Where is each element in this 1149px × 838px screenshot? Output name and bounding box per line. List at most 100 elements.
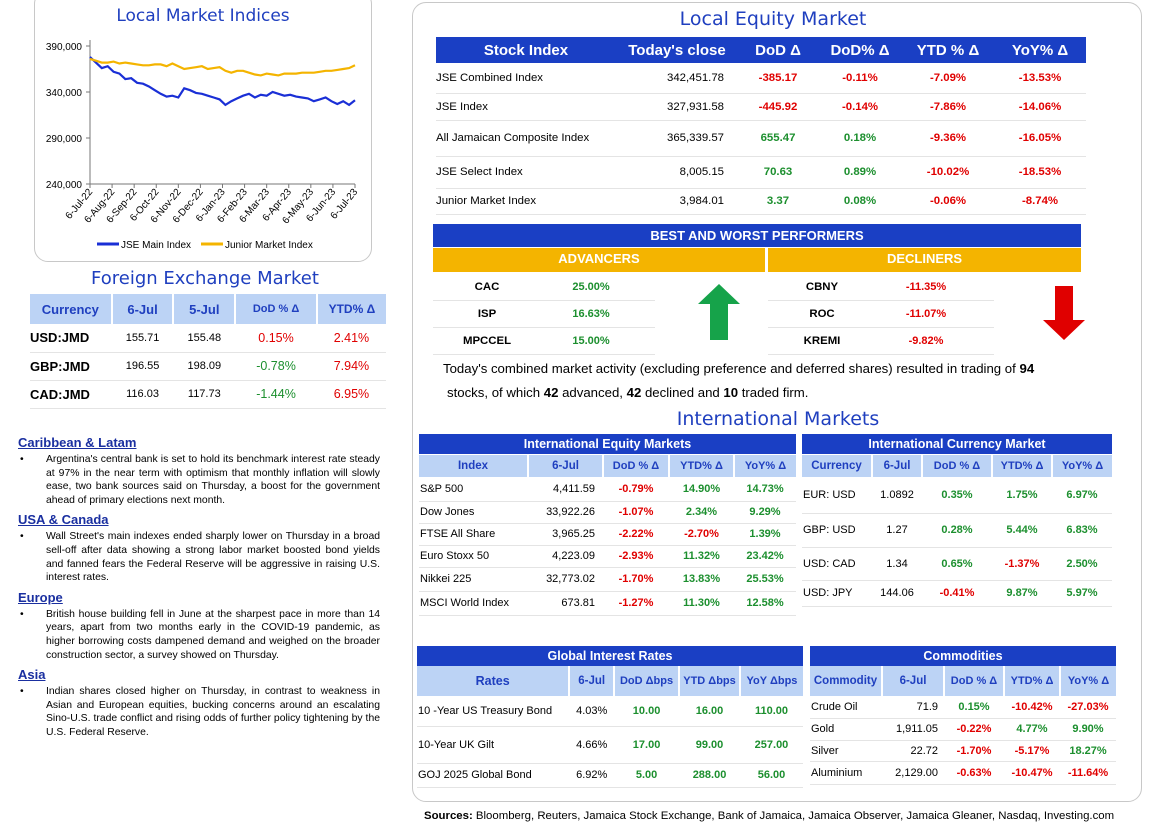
decliners-row: KREMI -9.82%: [768, 328, 994, 355]
fx-ytd: 2.41%: [316, 324, 386, 353]
row-yoy: 14.73%: [734, 477, 796, 502]
row-label: Gold: [810, 718, 882, 741]
equity-header: Stock Index: [436, 37, 616, 63]
table-row: Gold 1,911.05 -0.22% 4.77% 9.90%: [810, 718, 1116, 741]
summary-total: 94: [1019, 361, 1035, 376]
table-row: GOJ 2025 Global Bond 6.92% 5.00 288.00 56.00: [417, 763, 803, 788]
row-ytd: -10.42%: [1004, 696, 1060, 719]
row-label: USD: CAD: [802, 547, 872, 581]
table-row: 10 -Year US Treasury Bond 4.03% 10.00 16.00…: [417, 696, 803, 727]
fx-today: 196.55: [111, 352, 174, 381]
row-value: 1.34: [872, 547, 922, 581]
intl-currency-table: Currency 6-Jul DoD % Δ YTD% Δ YoY% Δ EUR: US…: [802, 455, 1112, 607]
row-label: Aluminium: [810, 761, 882, 785]
row-yoy: 23.42%: [734, 545, 796, 568]
row-value: 32,773.02: [528, 567, 603, 592]
advancers-ticker: CAC: [474, 281, 500, 293]
row-label: Euro Stoxx 50: [419, 545, 528, 568]
market-summary: Today's combined market activity (exclud…: [443, 357, 1093, 405]
table-header: YTD% Δ: [991, 455, 1052, 477]
row-dod: -1.27%: [603, 591, 669, 616]
fx-prev: 198.09: [173, 352, 236, 381]
advancers-list: CAC 25.00% ISP 16.63% MPCCEL 15.00%: [433, 274, 655, 355]
table-row: Crude Oil 71.9 0.15% -10.42% -27.03%: [810, 696, 1116, 719]
row-value: 4.66%: [569, 726, 615, 764]
row-ytd: 2.34%: [669, 501, 734, 524]
row-value: 4,411.59: [528, 477, 603, 502]
sources-text: Bloomberg, Reuters, Jamaica Stock Exchan…: [472, 810, 1115, 822]
row-label: GOJ 2025 Global Bond: [417, 763, 570, 788]
intl-title: International Markets: [676, 408, 880, 430]
news-heading[interactable]: Caribbean & Latam: [18, 435, 137, 450]
fx-currency: CAD:JMD: [30, 380, 112, 409]
equity-yoy: -18.53%: [994, 156, 1086, 189]
intl-currency-title: International Currency Market: [802, 434, 1112, 454]
row-dod: -1.70%: [603, 567, 669, 592]
equity-row: All Jamaican Composite Index 365,339.57 65…: [436, 120, 1086, 157]
table-header: 6-Jul: [527, 455, 603, 477]
y-tick-label: 240,000: [46, 180, 83, 191]
row-dod: -0.22%: [944, 718, 1004, 741]
table-header: YTD Δbps: [678, 666, 740, 696]
row-label: MSCI World Index: [419, 591, 528, 616]
equity-dod: 3.37: [738, 188, 818, 215]
equity-row: JSE Combined Index 342,451.78 -385.17 -0.11…: [436, 63, 1086, 94]
row-yoy: 2.50%: [1052, 547, 1112, 581]
row-ytd: 9.87%: [992, 580, 1052, 607]
equity-close: 342,451.78: [616, 63, 738, 94]
row-ytd: 288.00: [679, 763, 740, 788]
equity-yoy: -13.53%: [994, 63, 1086, 94]
table-row: MSCI World Index 673.81 -1.27% 11.30% 12.58%: [419, 591, 796, 616]
legend-label: Junior Market Index: [225, 240, 313, 251]
table-row: S&P 500 4,411.59 -0.79% 14.90% 14.73%: [419, 477, 796, 502]
equity-close: 327,931.58: [616, 93, 738, 121]
row-yoy: 9.90%: [1060, 718, 1116, 741]
equity-header: DoD Δ: [738, 37, 818, 63]
equity-header: YTD % Δ: [902, 37, 994, 63]
row-yoy: 5.97%: [1052, 580, 1112, 607]
row-dod: 0.65%: [922, 547, 992, 581]
row-label: Nikkei 225: [419, 567, 528, 592]
table-header: 6-Jul: [568, 666, 615, 696]
fx-header: 5-Jul: [172, 294, 236, 324]
fx-today: 116.03: [111, 380, 174, 409]
table-header: DoD % Δ: [921, 455, 992, 477]
sources-note: Sources: Bloomberg, Reuters, Jamaica Sto…: [424, 810, 1144, 822]
fx-title: Foreign Exchange Market: [91, 268, 319, 289]
equity-title: Local Equity Market: [679, 8, 867, 30]
table-row: Silver 22.72 -1.70% -5.17% 18.27%: [810, 740, 1116, 762]
advancers-row: CAC 25.00%: [433, 274, 655, 301]
row-dod: 10.00: [614, 696, 680, 727]
row-yoy: 6.83%: [1052, 513, 1112, 548]
advancers-ticker: ISP: [477, 308, 497, 320]
row-value: 1.0892: [872, 477, 922, 514]
fx-row: CAD:JMD 116.03 117.73 -1.44% 6.95%: [30, 380, 386, 409]
table-row: USD: CAD 1.34 0.65% -1.37% 2.50%: [802, 547, 1112, 581]
row-value: 3,965.25: [528, 523, 603, 546]
table-header: DoD % Δ: [602, 455, 669, 477]
equity-table: Stock Index Today's close DoD Δ DoD% Δ Y…: [436, 37, 1086, 215]
news-heading[interactable]: Europe: [18, 589, 63, 605]
row-dod: 0.15%: [944, 696, 1004, 719]
equity-row: Junior Market Index 3,984.01 3.37 0.08% -0.0…: [436, 188, 1086, 215]
row-label: EUR: USD: [802, 477, 872, 514]
fx-header: 6-Jul: [110, 294, 174, 324]
row-ytd: -2.70%: [669, 523, 734, 546]
row-ytd: 1.75%: [992, 477, 1052, 514]
equity-dod: -385.17: [738, 63, 818, 94]
row-ytd: 14.90%: [669, 477, 734, 502]
y-tick-label: 290,000: [46, 134, 83, 145]
decliners-list: CBNY -11.35% ROC -11.07% KREMI -9.82%: [768, 274, 994, 355]
table-header: YoY% Δ: [733, 455, 796, 477]
news-section: Caribbean & Latam Argentina's central ban…: [18, 430, 380, 740]
news-heading[interactable]: Asia: [18, 667, 46, 683]
news-heading[interactable]: USA & Canada: [18, 512, 109, 528]
equity-ytd: -10.02%: [902, 156, 994, 189]
row-yoy: -11.64%: [1060, 761, 1116, 785]
row-value: 144.06: [872, 580, 922, 607]
row-yoy: 1.39%: [734, 523, 796, 546]
decliners-ticker: CBNY: [805, 281, 839, 293]
row-label: USD: JPY: [802, 580, 872, 607]
commodities-title: Commodities: [810, 646, 1116, 666]
row-dod: -2.93%: [603, 545, 669, 568]
